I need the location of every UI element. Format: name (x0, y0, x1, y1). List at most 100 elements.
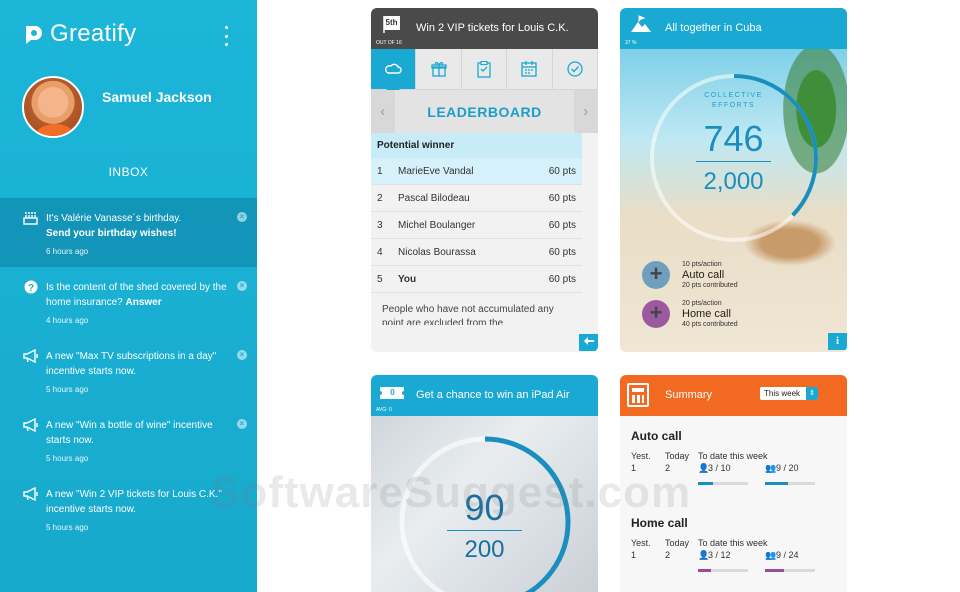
value-team: 9 / 20 (776, 463, 799, 473)
watermark: SoftwareSuggest.com (210, 468, 692, 517)
table-row[interactable]: 4 Nicolas Bourassa 60 pts (371, 239, 582, 266)
inbox-feed: It's Valérie Vanasse´s birthday. Send you… (0, 198, 257, 543)
tab-completed[interactable] (553, 49, 598, 89)
dismiss-icon[interactable]: × (237, 350, 247, 360)
mountain-flag-icon (631, 15, 651, 32)
value-personal: 3 / 10 (708, 463, 731, 473)
card-title: All together in Cuba (665, 22, 762, 34)
table-row[interactable]: 5 You 60 pts (371, 266, 582, 293)
calendar-icon (521, 61, 538, 77)
row-name: You (398, 274, 417, 285)
ticket-icon (380, 387, 404, 399)
user-name: Samuel Jackson (102, 89, 212, 105)
inbox-item-time: 5 hours ago (46, 523, 89, 532)
gift-icon (430, 62, 447, 77)
period-value: This week (764, 389, 801, 398)
col-yesterday: Yest. (631, 538, 651, 548)
greatify-logo-icon (26, 26, 42, 44)
leaderboard-group-label: Potential winner (371, 133, 582, 158)
question-icon: ? (22, 280, 39, 295)
collective-goal: 2,000 (703, 168, 764, 195)
value-today: 2 (665, 550, 671, 560)
back-arrow-icon[interactable] (579, 334, 598, 351)
row-rank: 2 (377, 193, 383, 204)
value-team: 9 / 24 (776, 550, 799, 560)
value-today: 2 (665, 463, 671, 473)
card-title: Get a chance to win an iPad Air (416, 389, 570, 401)
inbox-item[interactable]: A new "Win 2 VIP tickets for Louis C.K."… (0, 474, 257, 543)
rank-value: 5th (385, 18, 398, 27)
card-tabs (371, 49, 598, 96)
inbox-title[interactable]: INBOX (108, 165, 149, 179)
summary-card: Summary This week ⇕ Auto call Yest. Toda… (620, 375, 847, 592)
table-row[interactable]: 2 Pascal Bilodeau 60 pts (371, 185, 582, 212)
dismiss-icon[interactable]: × (237, 419, 247, 429)
average-badge: 0 AVG: 0 (376, 380, 406, 413)
add-icon[interactable]: + (642, 261, 670, 289)
summary-auto-call: Auto call Yest. Today To date this week … (631, 429, 841, 485)
row-rank: 1 (377, 166, 383, 177)
card-header[interactable]: 37 % All together in Cuba (620, 8, 847, 49)
col-today: Today (665, 538, 690, 548)
leaderboard-note: People who have not accumulated any poin… (382, 304, 554, 325)
inbox-item-time: 6 hours ago (46, 247, 89, 256)
period-select[interactable]: This week ⇕ (760, 387, 819, 400)
row-rank: 5 (377, 274, 383, 285)
tab-prize[interactable] (416, 49, 462, 89)
sidebar: Greatify Samuel Jackson INBOX It's Valér… (0, 0, 257, 592)
megaphone-icon (22, 348, 39, 364)
row-points: 60 pts (548, 220, 576, 231)
summary-values: 1 2 👤 3 / 12 👥 9 / 24 (631, 550, 841, 564)
row-rank: 4 (377, 247, 383, 258)
leaderboard-heading: LEADERBOARD (427, 103, 542, 120)
leaderboard-table: Potential winner 1 MarieEve Vandal 60 pts … (371, 133, 582, 325)
inbox-item[interactable]: A new "Max TV subscriptions in a day" in… (0, 336, 257, 405)
flag-icon (383, 16, 400, 33)
chevron-right-icon[interactable]: › (574, 90, 598, 133)
inbox-item-action[interactable]: Send your birthday wishes! (46, 228, 177, 239)
cloud-icon (385, 63, 402, 74)
row-name: Pascal Bilodeau (398, 193, 470, 204)
person-icon: 👤 (698, 550, 710, 560)
card-header[interactable]: 5th OUT OF 16 Win 2 VIP tickets for Loui… (371, 8, 598, 49)
info-icon[interactable]: i (828, 333, 847, 350)
summary-values: 1 2 👤 3 / 10 👥 9 / 20 (631, 463, 841, 477)
table-row[interactable]: 3 Michel Boulanger 60 pts (371, 212, 582, 239)
row-points: 60 pts (548, 193, 576, 204)
col-to-date: To date this week (698, 538, 768, 548)
tab-leaderboard[interactable] (371, 49, 417, 96)
add-icon[interactable]: + (642, 300, 670, 328)
card-title: Summary (665, 389, 713, 401)
col-today: Today (665, 451, 690, 461)
chevron-left-icon[interactable]: ‹ (371, 90, 395, 133)
ipad-card: 0 AVG: 0 Get a chance to win an iPad Air… (371, 375, 598, 592)
average-value: 0 (390, 388, 395, 397)
personal-progress-bar (698, 569, 748, 572)
more-menu-icon[interactable] (222, 26, 230, 46)
calculator-icon (627, 383, 649, 407)
inbox-item[interactable]: ? Is the content of the shed covered by … (0, 267, 257, 336)
row-points: 60 pts (548, 166, 576, 177)
inbox-item[interactable]: It's Valérie Vanasse´s birthday. Send you… (0, 198, 257, 267)
megaphone-icon (22, 486, 39, 502)
avatar[interactable] (22, 76, 84, 138)
col-to-date: To date this week (698, 451, 768, 461)
tab-calendar[interactable] (507, 49, 553, 89)
check-icon (567, 61, 583, 77)
action-auto-call[interactable]: + 10 pts/action Auto call 20 pts contrib… (642, 261, 842, 289)
tab-rules[interactable] (462, 49, 508, 89)
value-yesterday: 1 (631, 463, 637, 473)
action-home-call[interactable]: + 20 pts/action Home call 40 pts contrib… (642, 300, 842, 328)
inbox-item[interactable]: A new "Win a bottle of wine" incentive s… (0, 405, 257, 474)
table-row[interactable]: 1 MarieEve Vandal 60 pts (371, 158, 582, 185)
card-header[interactable]: Summary This week ⇕ (620, 375, 847, 416)
divider (696, 161, 771, 162)
dismiss-icon[interactable]: × (237, 281, 247, 291)
card-header[interactable]: 0 AVG: 0 Get a chance to win an iPad Air (371, 375, 598, 416)
clipboard-icon (477, 60, 491, 78)
inbox-item-action[interactable]: Answer (125, 297, 162, 308)
summary-home-call: Home call Yest. Today To date this week … (631, 516, 841, 572)
dismiss-icon[interactable]: × (237, 212, 247, 222)
inbox-item-text: A new "Max TV subscriptions in a day" in… (46, 351, 217, 377)
collective-progress-ring (650, 74, 818, 242)
